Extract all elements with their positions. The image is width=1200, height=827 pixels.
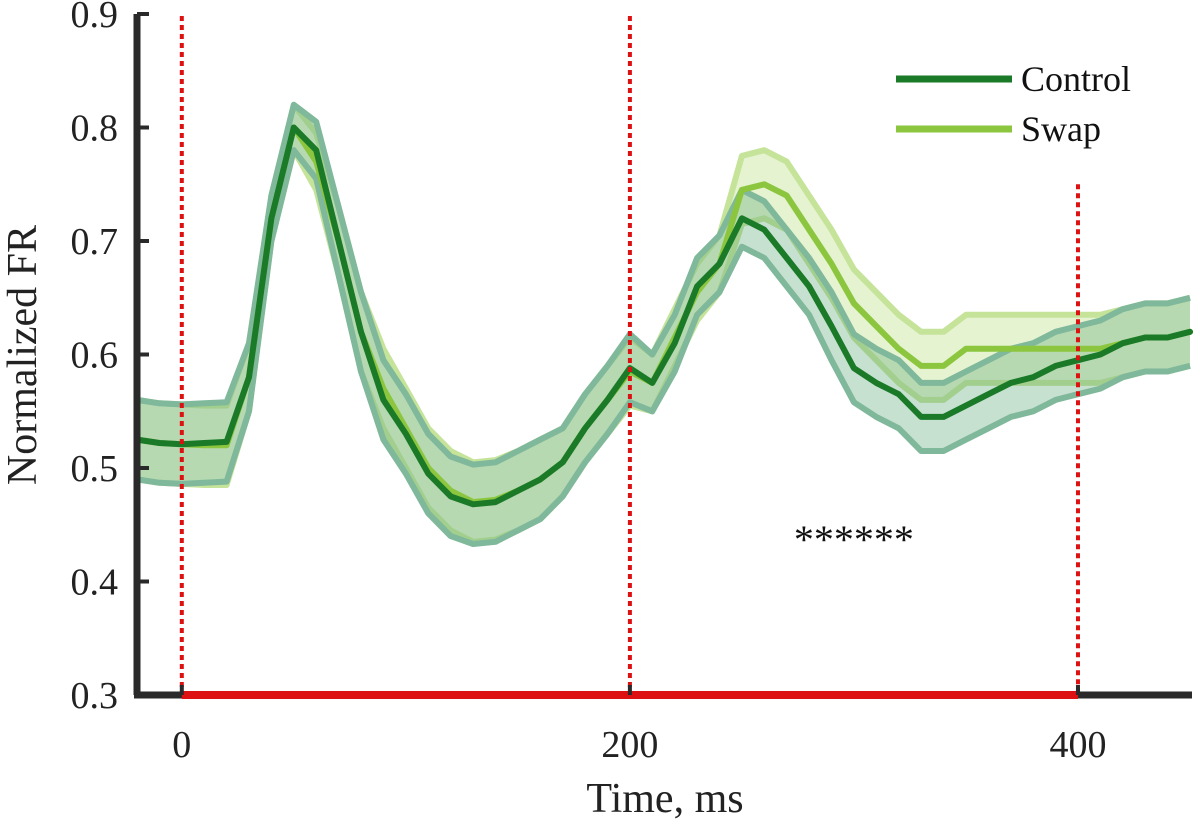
legend-label-swap: Swap [1021, 109, 1101, 149]
significance-annotation: ****** [794, 517, 914, 562]
legend-label-control: Control [1021, 59, 1131, 99]
x-tick-label: 400 [1049, 724, 1106, 766]
series-line-control [134, 124, 1193, 508]
y-ticks: 0.3 0.4 0.5 0.6 0.7 0.8 0.9 [71, 0, 149, 717]
legend: Control Swap [896, 59, 1131, 149]
confidence-bands [136, 101, 1191, 547]
band-lower-control [136, 147, 1191, 547]
band-area-control [137, 104, 1190, 545]
band-area-swap [137, 104, 1190, 542]
y-axis-title: Normalized FR [0, 225, 46, 485]
y-tick-label: 0.3 [71, 675, 119, 717]
y-tick-label: 0.8 [71, 108, 119, 150]
reference-lines [179, 16, 1080, 695]
y-tick-label: 0.5 [71, 448, 119, 490]
series-lines [134, 124, 1193, 508]
x-ticks: 0 200 400 [172, 685, 1106, 766]
y-tick-label: 0.7 [71, 221, 119, 263]
y-tick-label: 0.4 [71, 562, 119, 604]
y-tick-label: 0.6 [71, 335, 119, 377]
x-tick-label: 0 [172, 724, 191, 766]
x-tick-label: 200 [601, 724, 658, 766]
y-tick-label: 0.9 [71, 0, 119, 36]
x-axis-title: Time, ms [586, 776, 743, 822]
